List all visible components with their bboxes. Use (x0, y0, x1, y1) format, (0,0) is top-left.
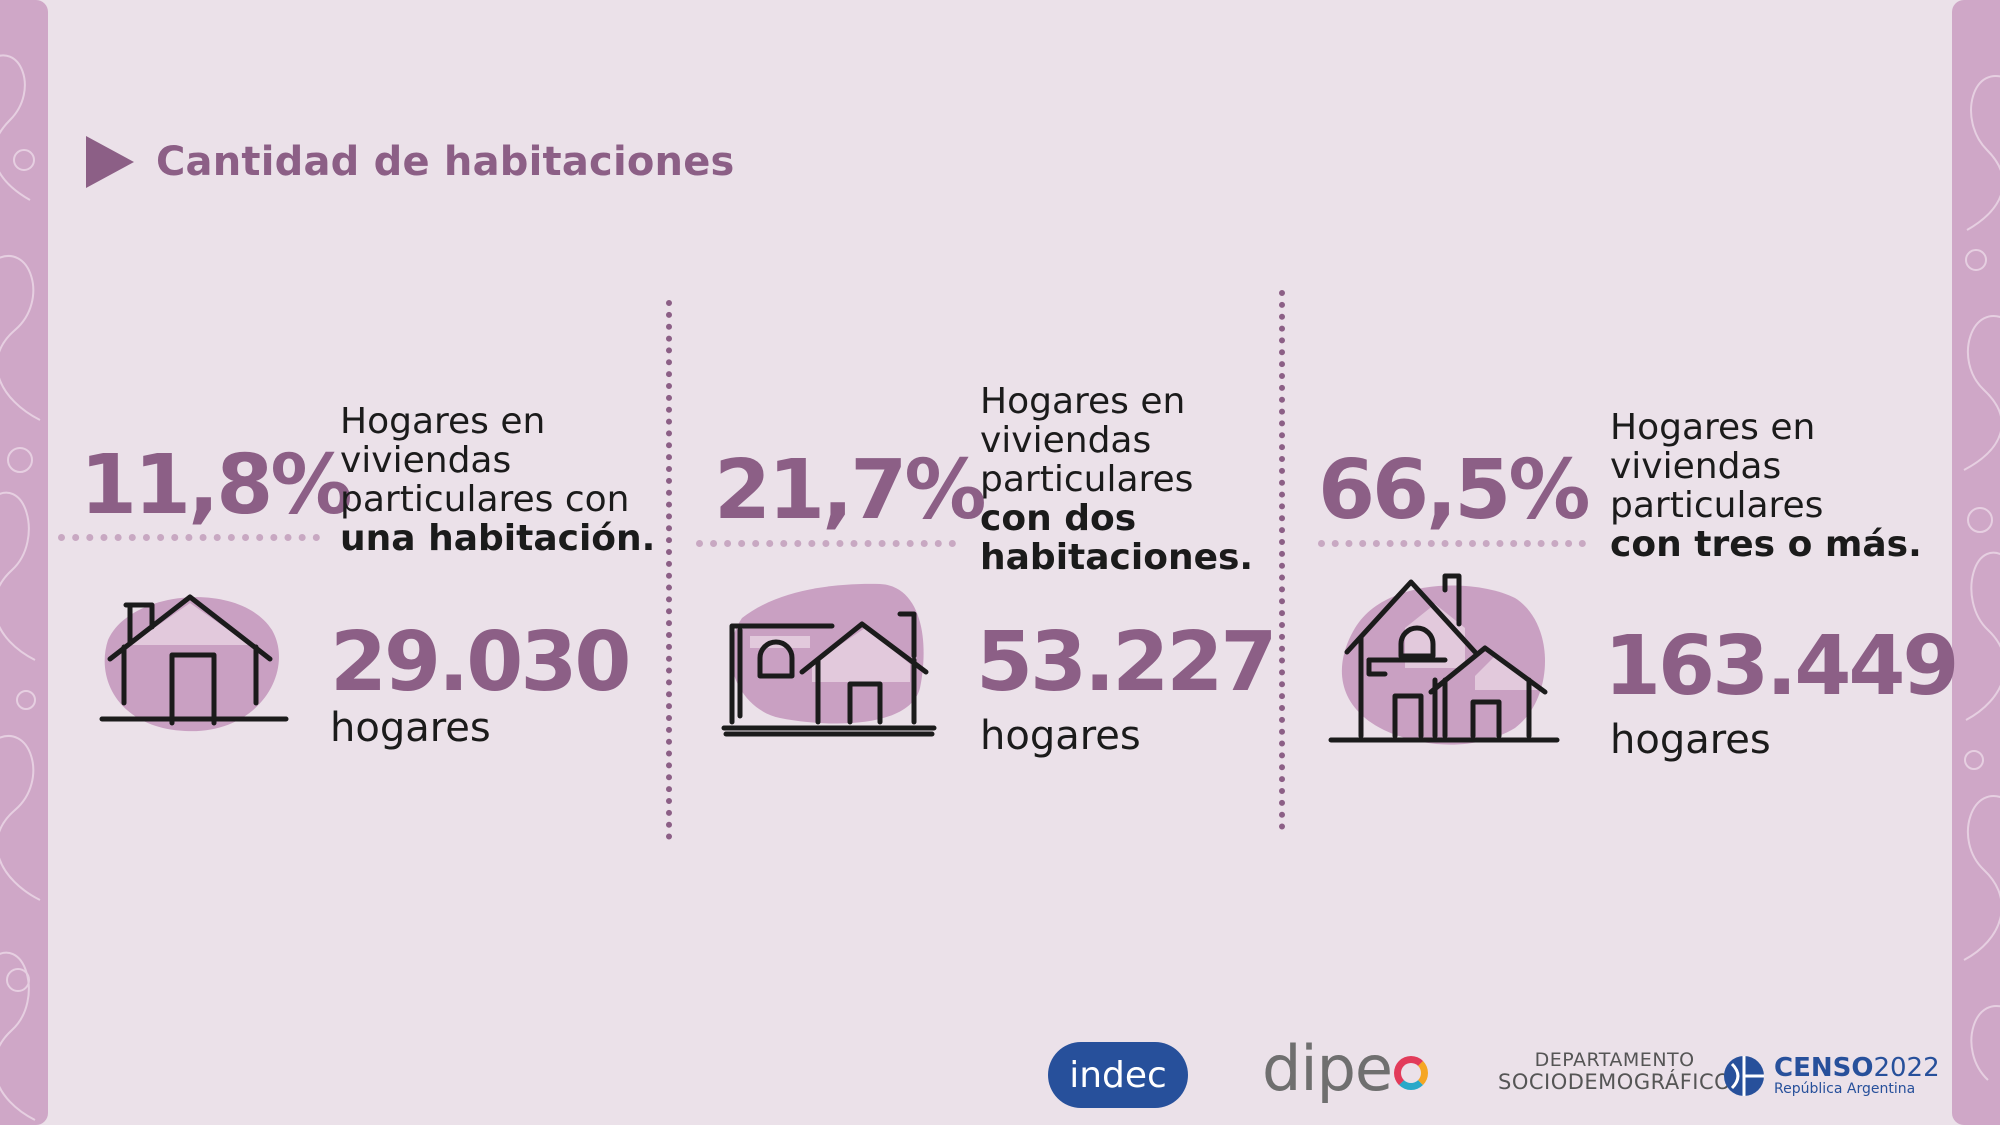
desc-line: particulares (980, 459, 1194, 500)
desc-line: viviendas (980, 420, 1152, 461)
desc-line: viviendas (340, 440, 512, 481)
desc-line: particulares (1610, 485, 1824, 526)
right-decorative-strip (1952, 0, 2000, 1125)
dotted-divider (1318, 540, 1586, 547)
desc-line: Hogares en (340, 401, 546, 442)
desc-line: Hogares en (980, 381, 1186, 422)
desc-line: particulares con (340, 479, 630, 520)
column-separator-2 (1279, 290, 1285, 830)
stat-description: Hogares en viviendas particulares con un… (340, 402, 655, 558)
household-unit: hogares (980, 713, 1141, 759)
dotted-divider (58, 534, 320, 541)
dotted-divider (696, 540, 956, 547)
triangle-bullet-icon (86, 136, 134, 188)
dipec-logo-text: dipe (1262, 1032, 1393, 1105)
footer-logos: indec dipe DEPARTAMENTO SOCIODEMOGRÁFICO… (1040, 1032, 1960, 1112)
dipec-logo: dipe (1262, 1032, 1429, 1105)
indec-logo: indec (1048, 1042, 1188, 1108)
desc-bold: una habitación. (340, 518, 656, 559)
house-three-rooms-icon (1328, 573, 1560, 745)
column-separator-1 (666, 300, 672, 840)
percent-value: 11,8% (80, 438, 352, 533)
percent-value: 21,7% (714, 443, 986, 538)
desc-bold: con dos (980, 498, 1137, 539)
censo-mark-icon (1724, 1056, 1764, 1096)
house-one-room-icon (99, 594, 289, 732)
censo-year: 2022 (1873, 1052, 1940, 1083)
stat-description: Hogares en viviendas particulares con do… (980, 382, 1253, 577)
depto-line-1: DEPARTAMENTO (1534, 1049, 1695, 1071)
dipec-c-icon (1394, 1056, 1429, 1090)
desc-line: Hogares en (1610, 407, 1816, 448)
censo-logo: CENSO2022 República Argentina (1722, 1054, 1940, 1098)
household-count: 29.030 (330, 615, 631, 710)
household-unit: hogares (1610, 717, 1771, 763)
stat-description: Hogares en viviendas particulares con tr… (1610, 408, 1922, 564)
house-two-rooms-icon (721, 583, 937, 737)
household-count: 53.227 (976, 615, 1277, 710)
censo-title: CENSO2022 (1774, 1055, 1940, 1081)
household-count: 163.449 (1604, 619, 1959, 714)
departamento-logo: DEPARTAMENTO SOCIODEMOGRÁFICO (1498, 1050, 1731, 1094)
desc-bold: con tres o más. (1610, 524, 1922, 565)
percent-value: 66,5% (1318, 443, 1590, 538)
censo-subtitle: República Argentina (1774, 1080, 1916, 1097)
face-pattern-icon (1963, 75, 2000, 1081)
desc-bold: habitaciones. (980, 537, 1254, 578)
section-title: Cantidad de habitaciones (156, 139, 735, 185)
section-header: Cantidad de habitaciones (86, 134, 735, 190)
censo-title-word: CENSO (1774, 1052, 1874, 1083)
desc-line: viviendas (1610, 446, 1782, 487)
household-unit: hogares (330, 705, 491, 751)
depto-line-2: SOCIODEMOGRÁFICO (1498, 1069, 1732, 1094)
left-decorative-strip (0, 0, 48, 1125)
face-pattern-icon (0, 54, 41, 1121)
